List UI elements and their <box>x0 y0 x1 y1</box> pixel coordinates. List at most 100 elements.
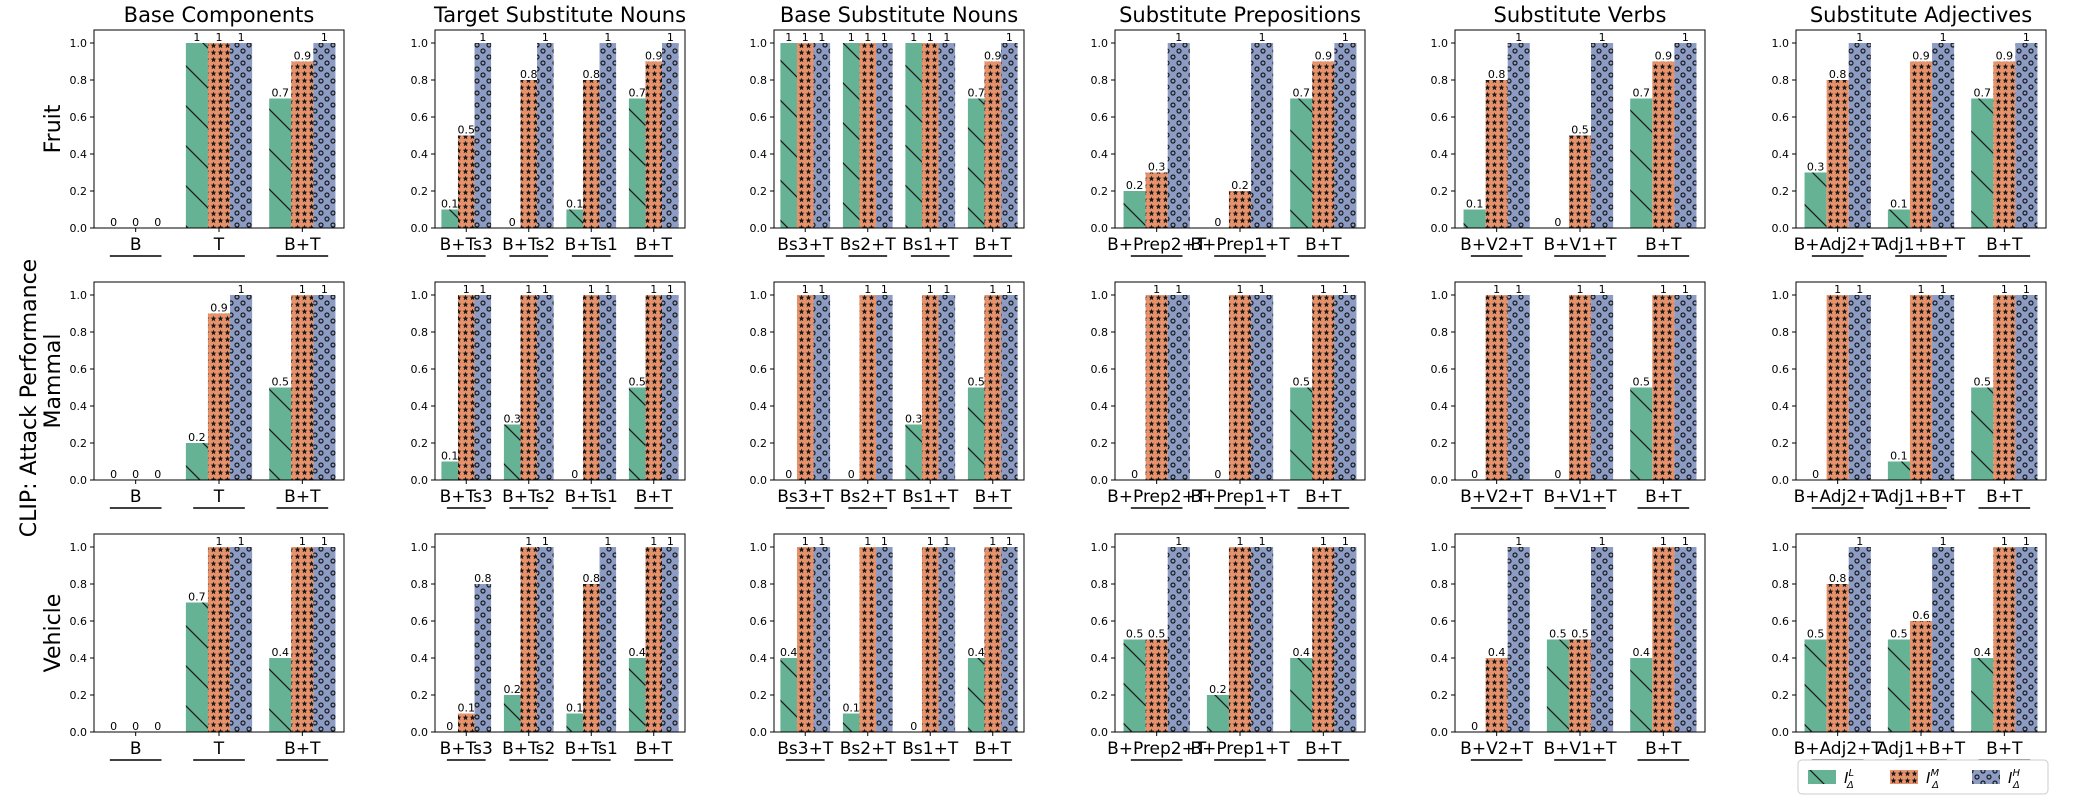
x-tick-label: Bs3+T <box>777 739 834 759</box>
y-tick-label: 0.6 <box>1772 615 1790 628</box>
bar-hatch <box>938 295 956 480</box>
y-tick-label: 0.4 <box>750 148 768 161</box>
data-label: 0.5 <box>1633 376 1651 389</box>
y-tick-label: 0.2 <box>1772 689 1790 702</box>
bar-hatch <box>1228 191 1252 228</box>
y-tick-label: 0.6 <box>1091 111 1109 124</box>
data-label: 1 <box>943 31 950 44</box>
data-label: 0 <box>110 720 117 733</box>
bar-hatch <box>1652 547 1675 732</box>
bar-hatch <box>2015 547 2038 732</box>
bar-hatch <box>230 43 253 228</box>
bar-hatch <box>921 43 939 228</box>
data-label: 1 <box>525 535 532 548</box>
bar-hatch <box>1334 547 1357 732</box>
x-tick-label: B+V1+T <box>1544 487 1618 507</box>
data-label: 0.7 <box>272 87 290 100</box>
data-label: 1 <box>881 31 888 44</box>
bar-hatch <box>967 658 985 732</box>
data-label: 0.5 <box>1807 628 1825 641</box>
bar-hatch <box>537 547 554 732</box>
bar-hatch <box>474 584 492 732</box>
x-tick-label: Bs3+T <box>777 235 834 255</box>
bar-hatch <box>796 547 814 732</box>
data-label: 0.7 <box>1293 87 1311 100</box>
data-label: 1 <box>2023 283 2030 296</box>
bar-hatch <box>1251 547 1274 732</box>
y-tick-label: 0.8 <box>411 326 429 339</box>
data-label: 1 <box>881 283 888 296</box>
bar-hatch <box>1971 387 1994 480</box>
axes-frame <box>1795 29 2047 229</box>
bar-hatch <box>859 43 877 228</box>
bar-hatch <box>457 713 475 732</box>
axes-frame <box>1454 533 1706 733</box>
bar-hatch <box>842 713 860 732</box>
data-label: 1 <box>989 535 996 548</box>
y-tick-label: 0.2 <box>411 185 429 198</box>
axes-frame <box>434 281 686 481</box>
axes-frame <box>1454 29 1706 229</box>
data-label: 1 <box>1342 31 1349 44</box>
data-label: 1 <box>1259 283 1266 296</box>
x-tick-label: B+Ts1 <box>565 235 618 255</box>
data-label: 1 <box>650 535 657 548</box>
axes-frame <box>93 281 345 481</box>
bar-hatch <box>1228 295 1252 480</box>
data-label: 1 <box>1237 283 1244 296</box>
y-tick-label: 0.2 <box>1091 437 1109 450</box>
data-label: 1 <box>216 31 223 44</box>
bar-hatch <box>185 43 208 228</box>
subplot: 0.0 0.2 0.4 0.6 0.8 1.0 0 1 1 B+Adj2+T 0.1 1 1 Adj1+B… <box>1772 281 2047 509</box>
bar-hatch <box>599 295 617 480</box>
bar-hatch <box>1932 43 1955 228</box>
x-tick-label: Adj1+B+T <box>1877 739 1966 759</box>
data-label: 0.1 <box>842 702 860 715</box>
bar-hatch <box>1826 584 1849 732</box>
bar-hatch <box>1993 295 2016 480</box>
x-tick-label: B <box>130 235 142 255</box>
data-label: 0.8 <box>583 68 601 81</box>
x-tick-label: B <box>130 739 142 759</box>
bar-hatch <box>813 547 831 732</box>
data-label: 0.9 <box>1315 50 1333 63</box>
y-tick-label: 0.4 <box>70 148 88 161</box>
bar-hatch <box>313 295 336 480</box>
bar-hatch <box>1485 658 1508 732</box>
x-tick-label: B+T <box>975 487 1012 507</box>
y-tick-label: 0.4 <box>1091 652 1109 665</box>
bar-hatch <box>628 387 646 480</box>
y-tick-label: 1.0 <box>1091 541 1109 554</box>
bar-hatch <box>1909 61 1933 228</box>
data-label: 0 <box>446 720 453 733</box>
y-tick-label: 0.8 <box>411 74 429 87</box>
axes-frame <box>434 29 686 229</box>
y-tick-label: 0.4 <box>750 652 768 665</box>
data-label: 1 <box>1856 283 1863 296</box>
panel-title: Base Substitute Nouns <box>780 3 1018 27</box>
bar-hatch <box>1909 295 1933 480</box>
data-label: 0.5 <box>1890 628 1908 641</box>
bar-hatch <box>269 658 292 732</box>
x-tick-label: B+V1+T <box>1544 235 1618 255</box>
y-tick-label: 0.2 <box>1091 689 1109 702</box>
data-label: 1 <box>1577 283 1584 296</box>
x-tick-label: Bs2+T <box>840 235 897 255</box>
data-label: 1 <box>238 535 245 548</box>
axes-frame <box>93 29 345 229</box>
data-label: 0.9 <box>1655 50 1673 63</box>
x-tick-label: Bs1+T <box>902 487 959 507</box>
bar-hatch <box>1312 61 1335 228</box>
bar-hatch <box>984 61 1002 228</box>
y-tick-label: 0.8 <box>1091 74 1109 87</box>
data-label: 0.1 <box>458 702 476 715</box>
x-tick-label: Bs2+T <box>840 739 897 759</box>
bar-hatch <box>313 43 336 228</box>
bar-hatch <box>1001 43 1018 228</box>
bar-hatch <box>566 209 583 228</box>
data-label: 0.5 <box>458 124 476 137</box>
bar-hatch <box>1334 295 1357 480</box>
bar-hatch <box>1848 43 1871 228</box>
y-tick-label: 0.6 <box>1431 615 1449 628</box>
y-tick-label: 0.2 <box>1772 185 1790 198</box>
